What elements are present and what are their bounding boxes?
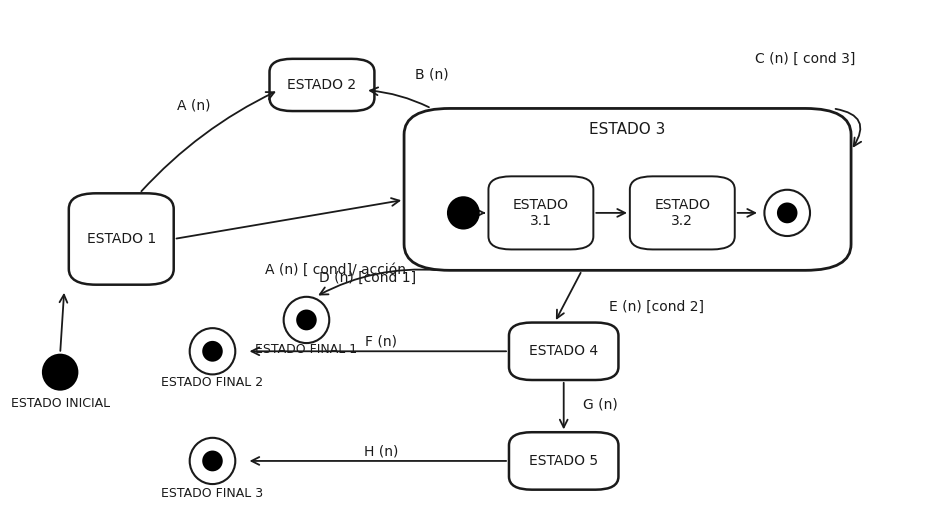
Text: ESTADO 4: ESTADO 4: [529, 344, 598, 358]
Ellipse shape: [284, 297, 329, 343]
Ellipse shape: [447, 196, 480, 229]
Text: ESTADO INICIAL: ESTADO INICIAL: [10, 397, 110, 410]
FancyBboxPatch shape: [509, 432, 618, 490]
Text: A (n): A (n): [178, 99, 211, 113]
Ellipse shape: [190, 328, 235, 374]
Text: ESTADO FINAL 1: ESTADO FINAL 1: [256, 343, 357, 356]
FancyBboxPatch shape: [509, 322, 618, 380]
Ellipse shape: [42, 354, 78, 391]
Text: ESTADO 2: ESTADO 2: [287, 78, 356, 92]
Ellipse shape: [202, 450, 223, 471]
Text: ESTADO FINAL 3: ESTADO FINAL 3: [162, 487, 263, 500]
Text: E (n) [cond 2]: E (n) [cond 2]: [609, 300, 704, 314]
Text: ESTADO 1: ESTADO 1: [86, 232, 156, 246]
FancyBboxPatch shape: [270, 59, 375, 111]
Text: G (n): G (n): [583, 397, 618, 412]
FancyBboxPatch shape: [630, 176, 735, 249]
FancyBboxPatch shape: [404, 109, 851, 270]
Text: ESTADO 3: ESTADO 3: [590, 122, 666, 137]
Ellipse shape: [296, 310, 317, 330]
Text: F (n): F (n): [365, 335, 397, 349]
Ellipse shape: [777, 203, 797, 223]
Text: ESTADO 5: ESTADO 5: [529, 454, 598, 468]
Text: ESTADO
3.2: ESTADO 3.2: [655, 198, 711, 228]
Text: B (n): B (n): [415, 68, 448, 81]
Ellipse shape: [202, 341, 223, 362]
Text: ESTADO FINAL 2: ESTADO FINAL 2: [162, 376, 263, 389]
Text: C (n) [ cond 3]: C (n) [ cond 3]: [755, 52, 856, 66]
Text: D (n) [cond 1]: D (n) [cond 1]: [319, 271, 416, 285]
Ellipse shape: [190, 438, 235, 484]
Text: H (n): H (n): [364, 445, 398, 458]
Ellipse shape: [764, 190, 810, 236]
FancyBboxPatch shape: [69, 193, 174, 285]
FancyBboxPatch shape: [488, 176, 593, 249]
Text: ESTADO
3.1: ESTADO 3.1: [513, 198, 569, 228]
Text: A (n) [ cond]/ acción: A (n) [ cond]/ acción: [265, 264, 406, 277]
FancyArrowPatch shape: [835, 109, 861, 146]
